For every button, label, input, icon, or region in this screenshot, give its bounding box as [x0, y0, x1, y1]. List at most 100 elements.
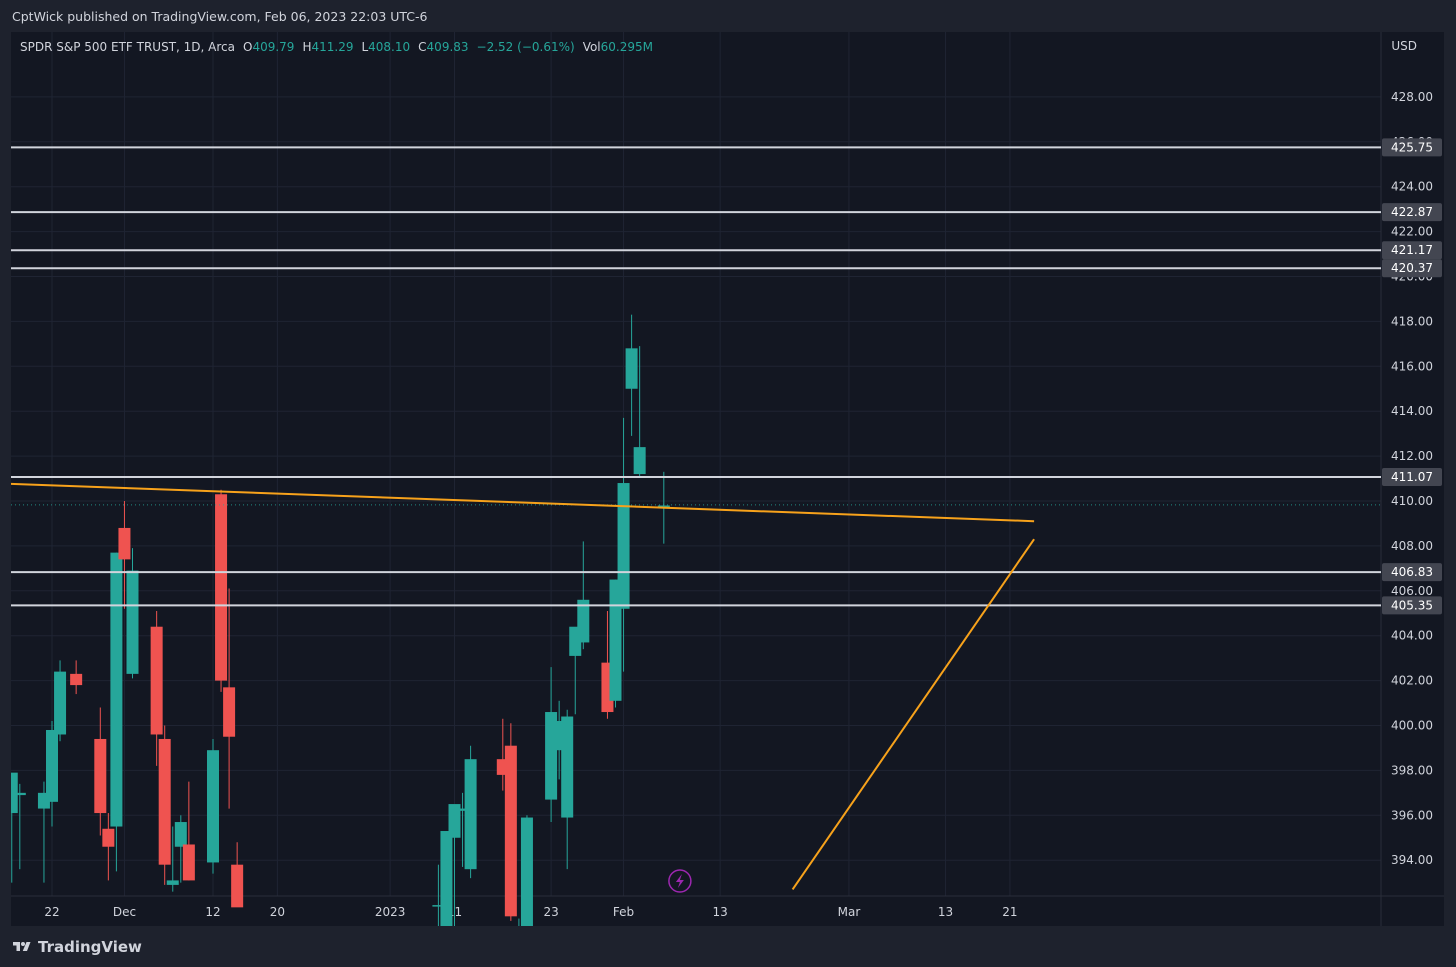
level-price-label: 411.07	[1391, 470, 1433, 484]
price-tick-label: 428.00	[1391, 90, 1433, 104]
price-tick-label: 412.00	[1391, 449, 1433, 463]
candle	[609, 579, 622, 708]
grid	[11, 32, 1381, 896]
time-tick-label: 13	[713, 905, 728, 919]
candle-body	[625, 348, 638, 389]
candle-body	[657, 505, 670, 507]
level-price-tag	[1382, 563, 1442, 582]
candle	[577, 541, 590, 650]
candle	[54, 660, 67, 742]
publisher-line: CptWick published on TradingView.com, Fe…	[12, 8, 428, 24]
close-label: C	[418, 40, 427, 54]
lightning-icon	[668, 869, 692, 893]
trendlines[interactable]	[11, 482, 1035, 890]
price-tick-label: 398.00	[1391, 763, 1433, 777]
volume-value: 60.295M	[600, 40, 653, 54]
candle	[448, 804, 461, 926]
level-price-tag	[1382, 259, 1442, 278]
price-tick-label: 422.00	[1391, 225, 1433, 239]
time-tick-label: 13	[938, 905, 953, 919]
tradingview-logo[interactable]: TradingView	[11, 938, 142, 956]
candle-body	[440, 831, 453, 926]
time-tick-label: Mar	[838, 905, 861, 919]
candle	[625, 314, 638, 436]
price-tick-label: 410.00	[1391, 494, 1433, 508]
candle	[456, 792, 469, 867]
candle-body	[215, 494, 228, 681]
candle	[11, 772, 18, 883]
candle-body	[464, 759, 477, 870]
time-axis[interactable]: 22 Dec 12 20 2023 11 23 Feb 13 Mar 13 21	[44, 905, 1017, 919]
time-tick-label: 2023	[375, 905, 406, 919]
candlestick-chart[interactable]: 428.00426.00424.00422.00420.00418.00416.…	[11, 32, 1444, 926]
trendline	[791, 538, 1035, 890]
high-value: 411.29	[311, 40, 354, 54]
candle-body	[166, 880, 179, 885]
lightning-icon-bolt	[675, 874, 684, 888]
candle-body	[46, 729, 58, 802]
price-tick-label: 408.00	[1391, 539, 1433, 553]
level-price-label: 420.37	[1391, 261, 1433, 275]
candle-body	[70, 673, 83, 686]
candle-body	[448, 804, 461, 838]
level-price-tag	[1382, 138, 1442, 157]
candle	[110, 552, 123, 872]
close-value: 409.83	[426, 40, 469, 54]
low-value: 408.10	[368, 40, 411, 54]
high-label: H	[302, 40, 312, 54]
trendline	[11, 482, 1035, 523]
candle-body	[94, 738, 107, 814]
price-tick-label: 414.00	[1391, 404, 1433, 418]
candle-body	[520, 817, 533, 926]
level-price-label: 406.83	[1391, 565, 1433, 579]
brand-name: TradingView	[38, 937, 142, 956]
price-tick-label: 406.00	[1391, 584, 1433, 598]
level-price-tag	[1382, 241, 1442, 260]
candle-body	[231, 864, 244, 908]
candle-body	[577, 599, 590, 643]
time-tick-label: 21	[1002, 905, 1017, 919]
candle-body	[617, 483, 630, 609]
candle	[13, 783, 26, 870]
price-tick-label: 418.00	[1391, 314, 1433, 328]
candle-body	[126, 570, 139, 674]
candle-body	[118, 527, 131, 560]
candle-body	[54, 671, 67, 735]
currency-label[interactable]: USD	[1391, 39, 1417, 53]
symbol-legend: SPDR S&P 500 ETF TRUST, 1D, Arca O 409.7…	[20, 40, 653, 54]
chart-pane[interactable]: 428.00426.00424.00422.00420.00418.00416.…	[11, 32, 1444, 926]
candle	[520, 815, 533, 926]
candle	[432, 864, 445, 926]
candle-body	[609, 579, 622, 701]
publisher-bar: CptWick published on TradingView.com, Fe…	[0, 0, 1456, 32]
candle	[207, 738, 219, 874]
candle	[94, 707, 107, 836]
candle-body	[174, 822, 187, 847]
candle-body	[158, 738, 171, 865]
open-label: O	[242, 40, 253, 54]
candle	[440, 831, 453, 926]
price-tick-label: 400.00	[1391, 719, 1433, 733]
candle	[126, 548, 139, 679]
symbol-name: SPDR S&P 500 ETF TRUST, 1D, Arca	[20, 40, 235, 54]
candle	[118, 501, 131, 609]
candle	[504, 723, 517, 921]
candle-body	[207, 750, 219, 863]
volume-label: Vol	[582, 40, 601, 54]
markers	[668, 869, 692, 893]
candle-body	[110, 552, 123, 827]
horizontal-levels[interactable]: 425.75 422.87 421.17 420.37 411.07 406.83 405.…	[11, 138, 1442, 615]
level-price-label: 421.17	[1391, 243, 1433, 257]
level-price-label: 405.35	[1391, 598, 1433, 612]
price-tick-label: 402.00	[1391, 674, 1433, 688]
time-tick-label: Dec	[113, 905, 136, 919]
level-price-tag	[1382, 467, 1442, 486]
candle-body	[223, 687, 236, 737]
time-tick-label: 20	[270, 905, 285, 919]
candle-body	[102, 828, 115, 847]
candles	[11, 314, 1381, 926]
candle	[231, 842, 244, 908]
candle	[617, 417, 630, 672]
price-tick-label: 396.00	[1391, 808, 1433, 822]
candle	[633, 346, 646, 477]
